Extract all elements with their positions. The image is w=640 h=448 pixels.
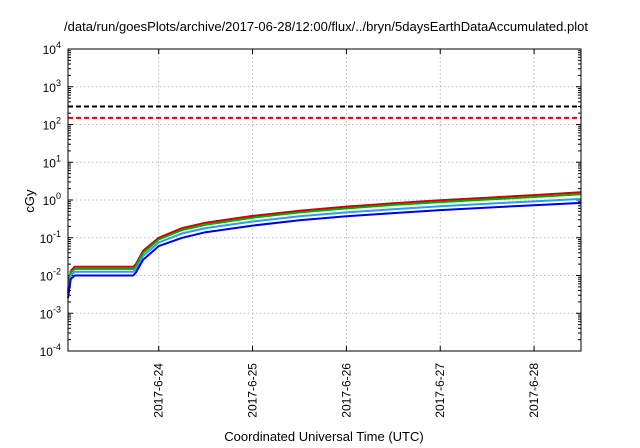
series-line (67, 191, 582, 291)
y-tick-label: 10-2 (40, 267, 61, 284)
threshold-lines (68, 105, 581, 119)
y-axis-label: cGy (22, 189, 37, 213)
x-tick-label: 2017-6-28 (527, 363, 541, 418)
series-lines (67, 191, 582, 299)
x-tick-label: 2017-6-24 (152, 363, 166, 418)
y-tick-label: 102 (43, 116, 61, 133)
series-line (67, 193, 582, 293)
x-axis-label: Coordinated Universal Time (UTC) (224, 429, 423, 444)
series-line (67, 201, 582, 299)
plot-frame (67, 48, 582, 352)
x-tick-label: 2017-6-27 (433, 363, 447, 418)
grid (68, 49, 581, 351)
x-axis: 2017-6-24 2017-6-25 2017-6-26 2017-6-27 2017… (152, 49, 541, 418)
y-tick-label: 100 (43, 191, 61, 208)
x-tick-label: 2017-6-26 (339, 363, 353, 418)
y-tick-label: 104 (43, 40, 61, 57)
chart-title: /data/run/goesPlots/archive/2017-06-28/1… (64, 19, 588, 34)
series-line (67, 197, 582, 296)
y-tick-label: 10-1 (40, 229, 61, 246)
y-tick-label: 10-3 (40, 304, 61, 321)
y-tick-label: 103 (43, 78, 61, 95)
y-tick-label: 101 (43, 153, 61, 170)
x-tick-label: 2017-6-25 (246, 363, 260, 418)
y-tick-label: 10-4 (40, 342, 61, 359)
